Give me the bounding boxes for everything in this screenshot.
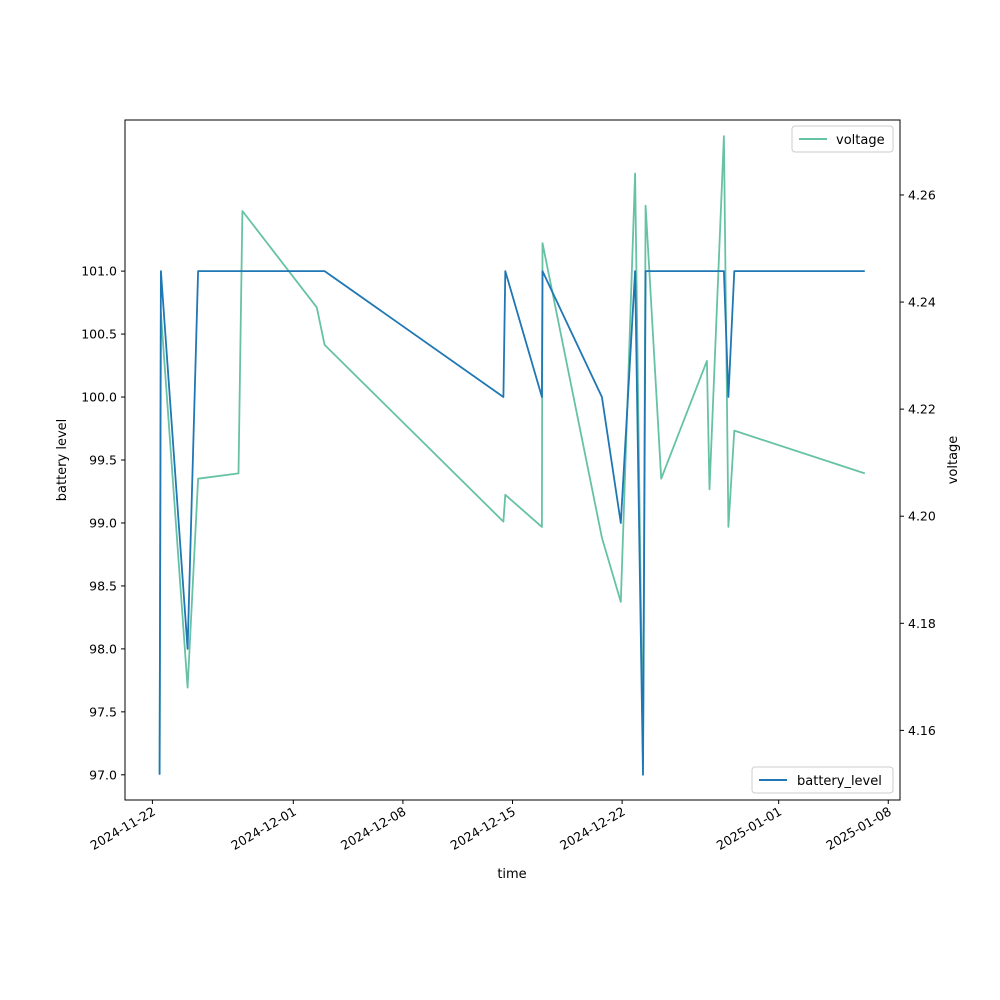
series-lines — [158, 135, 866, 776]
x-tick-label: 2025-01-01 — [714, 804, 784, 853]
right-y-tick-label: 4.20 — [908, 509, 936, 524]
left-y-tick-label: 100.0 — [81, 390, 117, 405]
legend-battery-level: battery_level — [751, 766, 894, 794]
x-tick-label: 2024-12-01 — [228, 804, 298, 853]
legend-voltage-box — [791, 125, 894, 153]
left-y-tick-label: 100.5 — [81, 327, 117, 342]
x-tick-label: 2025-01-08 — [823, 804, 893, 853]
legend-battery-level-label: battery_level — [797, 774, 882, 789]
left-y-axis-ticks: 97.0 97.5 98.0 98.5 99.0 99.5 100.0 100.5 101.0 — [81, 264, 125, 782]
series-line-voltage — [158, 135, 866, 774]
left-y-axis-label: battery level — [55, 419, 70, 502]
left-y-tick-label: 98.5 — [89, 578, 117, 593]
x-tick-label: 2024-12-08 — [338, 804, 408, 853]
legend-voltage-label: voltage — [836, 133, 885, 148]
x-tick-label: 2024-11-22 — [87, 804, 157, 853]
left-y-tick-label: 99.5 — [89, 453, 117, 468]
right-y-tick-label: 4.16 — [908, 723, 936, 738]
right-y-tick-label: 4.24 — [908, 295, 936, 310]
x-axis-label: time — [497, 867, 526, 882]
left-y-tick-label: 97.0 — [89, 767, 117, 782]
plot-area — [125, 120, 900, 800]
x-tick-label: 2024-12-22 — [557, 804, 627, 853]
left-y-tick-label: 98.0 — [89, 641, 117, 656]
left-y-tick-label: 99.0 — [89, 515, 117, 530]
right-y-tick-label: 4.22 — [908, 402, 936, 417]
series-line-battery-level — [158, 270, 865, 776]
plot-frame — [124, 119, 901, 801]
left-y-tick-label: 101.0 — [81, 264, 117, 279]
x-axis-ticks: 2024-11-22 2024-12-01 2024-12-08 2024-12-15… — [87, 800, 894, 853]
legend-voltage: voltage — [791, 125, 894, 153]
right-y-axis-label: voltage — [946, 436, 961, 485]
legend-battery-level-box — [751, 766, 894, 794]
right-y-tick-label: 4.18 — [908, 616, 936, 631]
right-y-tick-label: 4.26 — [908, 187, 936, 202]
x-tick-label: 2024-12-15 — [448, 804, 518, 853]
left-y-tick-label: 97.5 — [89, 704, 117, 719]
right-y-axis-ticks: 4.16 4.18 4.20 4.22 4.24 4.26 — [900, 187, 936, 738]
